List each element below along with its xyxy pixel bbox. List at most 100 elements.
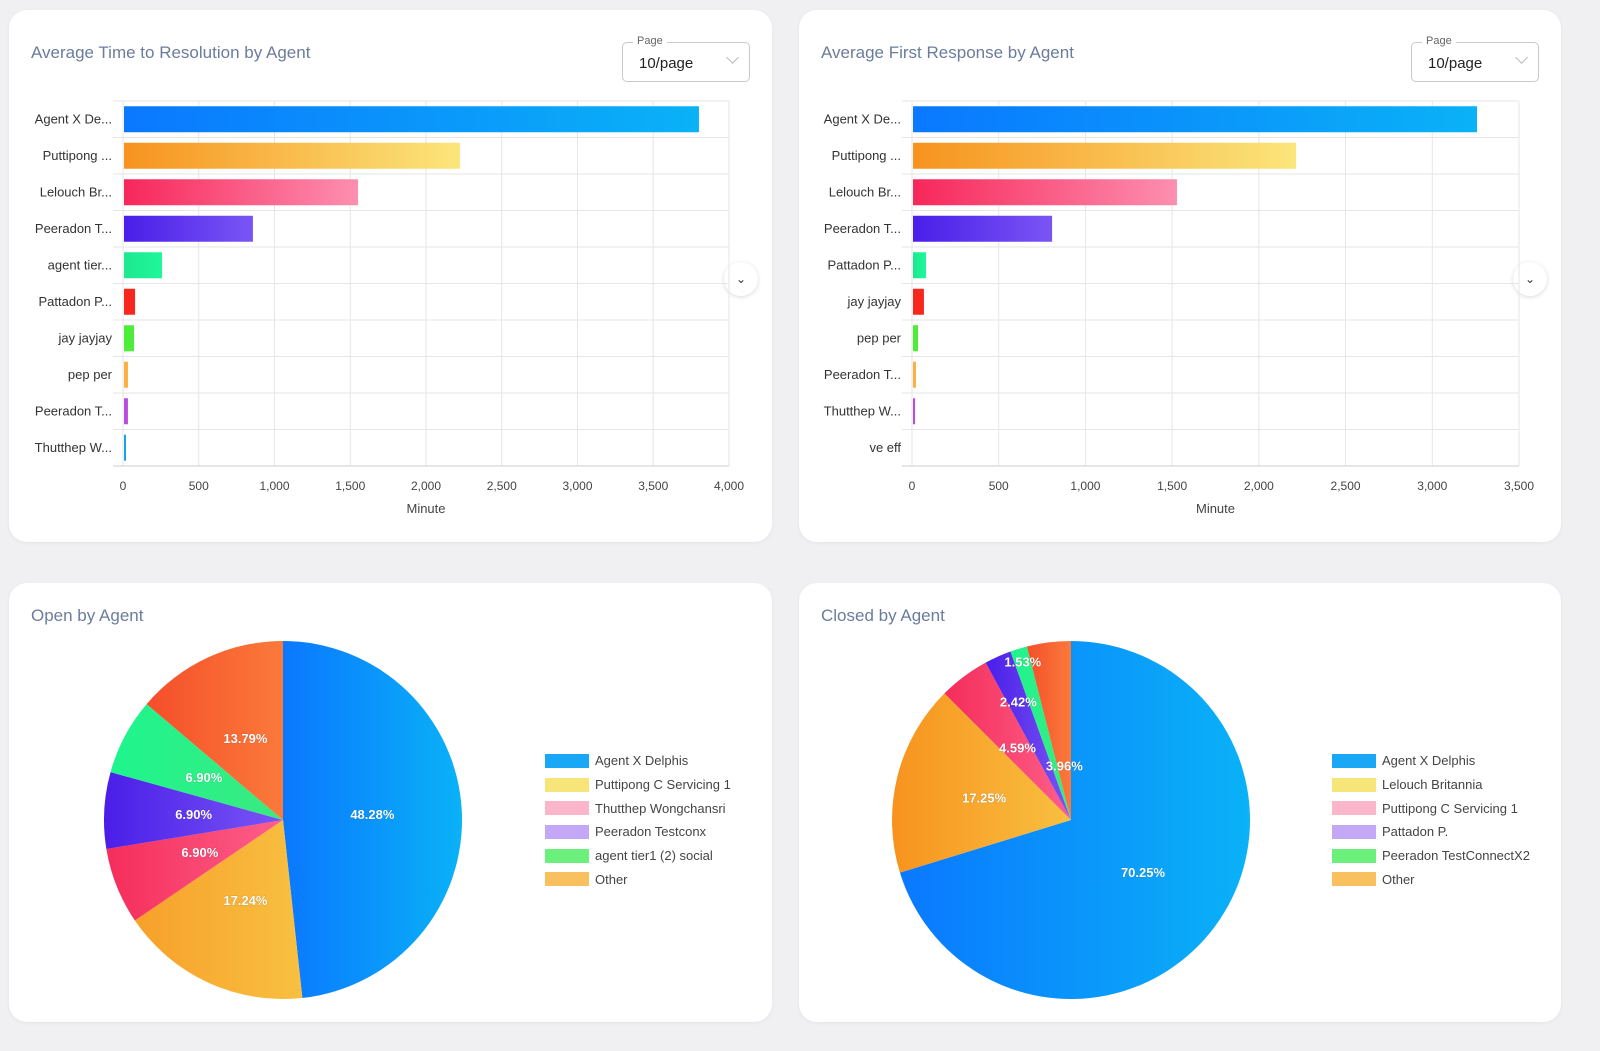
legend-label: Agent X Delphis <box>595 753 689 769</box>
legend-item[interactable]: Peeradon Testconx <box>545 820 731 844</box>
legend-swatch <box>1332 824 1376 839</box>
bar <box>913 288 924 315</box>
y-tick-label: pep per <box>68 367 113 382</box>
data-label: 4.59% <box>999 740 1036 755</box>
bar <box>124 215 253 242</box>
legend-swatch <box>545 801 589 816</box>
legend-item[interactable]: Pattadon P. <box>1332 820 1530 844</box>
data-label: 6.90% <box>175 807 212 822</box>
legend-label: Peeradon TestConnectX2 <box>1382 848 1530 864</box>
card-title: Average Time to Resolution by Agent <box>31 43 311 62</box>
legend-swatch <box>1332 848 1376 863</box>
legend-swatch <box>545 753 589 768</box>
legend-label: Agent X Delphis <box>1382 753 1476 769</box>
legend-item[interactable]: Other <box>1332 867 1530 891</box>
y-tick-label: ve eff <box>869 440 901 455</box>
scroll-down-button[interactable]: ⌄ <box>724 262 758 296</box>
legend-swatch <box>1332 872 1376 887</box>
page-size-value: 10/page <box>639 55 694 72</box>
legend-label: Other <box>1382 871 1415 887</box>
legend-swatch <box>1332 777 1376 792</box>
legend-swatch <box>545 848 589 863</box>
y-tick-label: Agent X De... <box>824 111 901 126</box>
bar <box>124 288 136 315</box>
y-tick-label: Peeradon T... <box>824 221 901 236</box>
bar <box>124 106 699 133</box>
page-size-label: Page <box>633 35 667 47</box>
pie-slice <box>944 662 1071 820</box>
bar <box>913 361 916 388</box>
pie-slice <box>1026 641 1071 820</box>
legend-swatch <box>1332 753 1376 768</box>
bar <box>913 106 1477 133</box>
bar <box>124 325 134 352</box>
bar <box>913 215 1053 242</box>
y-tick-label: Pattadon P... <box>828 257 902 272</box>
y-tick-label: Thutthep W... <box>35 440 112 455</box>
legend-label: Puttipong C Servicing 1 <box>595 777 731 793</box>
page-size-select[interactable]: Page 10/page <box>622 35 750 82</box>
x-tick-label: 2,000 <box>1244 479 1274 493</box>
data-label: 48.28% <box>350 807 395 822</box>
data-label: 3.96% <box>1046 759 1083 774</box>
x-tick-label: 4,000 <box>714 479 744 493</box>
x-tick-label: 1,500 <box>1157 479 1187 493</box>
x-tick-label: 1,000 <box>1070 479 1100 493</box>
data-label: 13.79% <box>223 731 268 746</box>
pie-slice <box>134 820 303 999</box>
legend-label: Pattadon P. <box>1382 824 1449 840</box>
data-label: 17.24% <box>223 893 268 908</box>
legend-item[interactable]: Agent X Delphis <box>1332 749 1530 773</box>
legend-swatch <box>545 824 589 839</box>
legend-item[interactable]: Lelouch Britannia <box>1332 773 1530 797</box>
y-tick-label: pep per <box>857 330 902 345</box>
legend-item[interactable]: agent tier1 (2) social <box>545 844 731 868</box>
y-tick-label: Lelouch Br... <box>40 184 112 199</box>
y-tick-label: Lelouch Br... <box>829 184 901 199</box>
legend-label: Thutthep Wongchansri <box>595 800 726 816</box>
bar <box>913 142 1297 169</box>
legend-swatch <box>545 777 589 792</box>
x-tick-label: 2,500 <box>1331 479 1361 493</box>
legend-label: Other <box>595 871 628 887</box>
data-label: 2.42% <box>1000 694 1037 709</box>
bar <box>913 325 919 352</box>
data-label: 6.90% <box>185 770 222 785</box>
legend-item[interactable]: Peeradon TestConnectX2 <box>1332 844 1530 868</box>
y-tick-label: Peeradon T... <box>35 221 112 236</box>
y-tick-label: Puttipong ... <box>832 148 901 163</box>
pie-legend: Agent X Delphis Lelouch Britannia Puttipon… <box>1332 749 1530 891</box>
page-size-select[interactable]: Page 10/page <box>1411 35 1539 82</box>
y-tick-label: jay jayjay <box>847 294 902 309</box>
legend-swatch <box>1332 801 1376 816</box>
pie-slice <box>106 820 284 921</box>
legend-item[interactable]: Thutthep Wongchansri <box>545 796 731 820</box>
x-tick-label: 3,000 <box>562 479 592 493</box>
legend-item[interactable]: Agent X Delphis <box>545 749 731 773</box>
card-title: Average First Response by Agent <box>821 43 1074 62</box>
legend-item[interactable]: Puttipong C Servicing 1 <box>1332 796 1530 820</box>
x-tick-label: 3,500 <box>1504 479 1534 493</box>
pie-slice <box>104 772 283 849</box>
legend-label: agent tier1 (2) social <box>595 848 713 864</box>
y-tick-label: Thutthep W... <box>824 403 901 418</box>
x-tick-label: 3,000 <box>1417 479 1447 493</box>
pie-slice <box>110 704 283 820</box>
y-tick-label: Agent X De... <box>35 111 112 126</box>
legend-item[interactable]: Puttipong C Servicing 1 <box>545 773 731 797</box>
y-tick-label: agent tier... <box>48 257 112 272</box>
y-tick-label: jay jayjay <box>58 330 113 345</box>
page-size-value: 10/page <box>1428 55 1483 72</box>
legend-item[interactable]: Other <box>545 867 731 891</box>
x-axis-label: Minute <box>406 501 445 516</box>
bar <box>913 252 927 279</box>
pie-slice <box>1010 646 1071 820</box>
data-label: 17.25% <box>962 790 1007 805</box>
x-tick-label: 1,500 <box>335 479 365 493</box>
data-label: 6.90% <box>181 845 218 860</box>
x-tick-label: 500 <box>189 479 209 493</box>
pie-slice <box>985 651 1071 820</box>
x-tick-label: 1,000 <box>259 479 289 493</box>
pie-slice <box>283 641 462 998</box>
